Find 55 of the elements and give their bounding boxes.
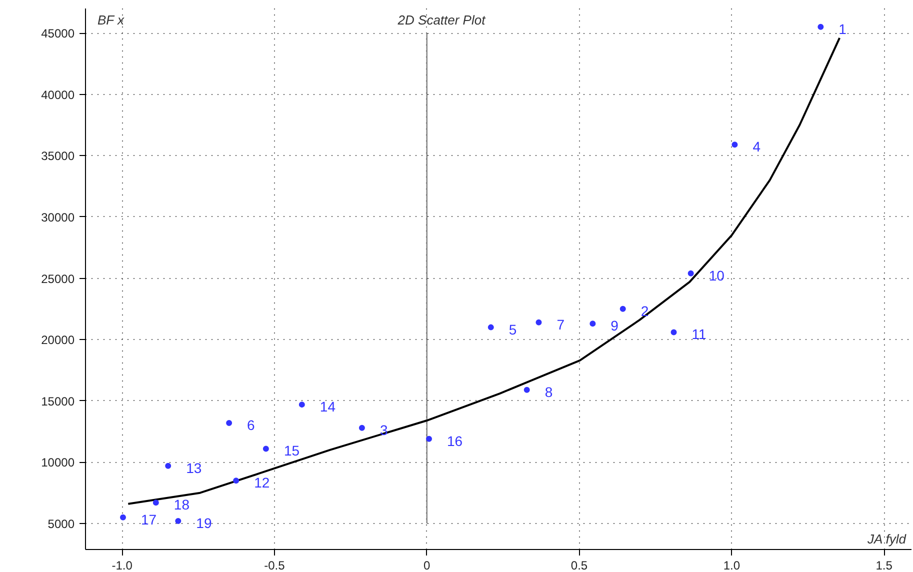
- annotation: 19: [196, 515, 212, 532]
- point: [226, 420, 232, 426]
- point: [262, 446, 269, 452]
- point: [165, 462, 172, 469]
- annotation: 10: [708, 267, 725, 284]
- annotation: 11: [692, 326, 707, 342]
- y-tick-label: 5000: [48, 517, 75, 532]
- point: [358, 424, 365, 431]
- x-tick-label: 1.0: [723, 558, 740, 572]
- chart-title: 2D Scatter Plot: [396, 12, 487, 28]
- point: [233, 478, 240, 484]
- x-tick-label: -0.5: [264, 558, 286, 572]
- annotation: 13: [186, 460, 202, 476]
- point: [120, 514, 126, 520]
- annotation: 18: [174, 496, 190, 513]
- annotation: 16: [447, 432, 463, 449]
- annotation: 1: [838, 20, 847, 37]
- x-axis-title: JA fyld: [866, 532, 907, 546]
- point: [175, 518, 182, 524]
- annotation: 6: [247, 416, 256, 433]
- annotation: 17: [140, 511, 157, 528]
- point: [524, 386, 530, 393]
- point: [590, 320, 596, 327]
- point: [152, 500, 159, 506]
- x-tick-label: 0: [424, 558, 431, 572]
- point: [536, 319, 542, 326]
- point: [426, 436, 432, 442]
- x-tick-label: 0.5: [570, 558, 588, 572]
- point: [620, 306, 626, 312]
- annotation: 8: [544, 384, 553, 400]
- y-tick-label: 15000: [41, 394, 75, 408]
- y-tick-label: 35000: [41, 149, 75, 164]
- y-axis-title: BF x: [98, 12, 124, 28]
- annotation: 7: [556, 316, 565, 332]
- annotation: 15: [284, 442, 300, 459]
- annotation: 4: [752, 138, 761, 155]
- point: [488, 324, 494, 330]
- point: [688, 270, 694, 276]
- point: [818, 24, 824, 30]
- x-tick-label: -1.0: [112, 558, 133, 572]
- annotation: 12: [254, 474, 270, 491]
- annotation: 5: [508, 321, 517, 338]
- y-tick-label: 40000: [41, 88, 75, 102]
- annotation: 9: [610, 318, 619, 334]
- annotation: 14: [320, 398, 336, 415]
- point: [670, 329, 677, 336]
- y-tick-label: 10000: [41, 456, 75, 470]
- y-tick-label: 20000: [41, 333, 75, 348]
- y-tick-label: 25000: [41, 272, 75, 286]
- y-tick-label: 30000: [41, 210, 75, 224]
- point: [732, 142, 738, 148]
- y-tick-label: 45000: [41, 26, 75, 41]
- annotation: 2: [640, 302, 649, 319]
- point: [298, 402, 305, 408]
- x-tick-label: 1.5: [876, 558, 893, 572]
